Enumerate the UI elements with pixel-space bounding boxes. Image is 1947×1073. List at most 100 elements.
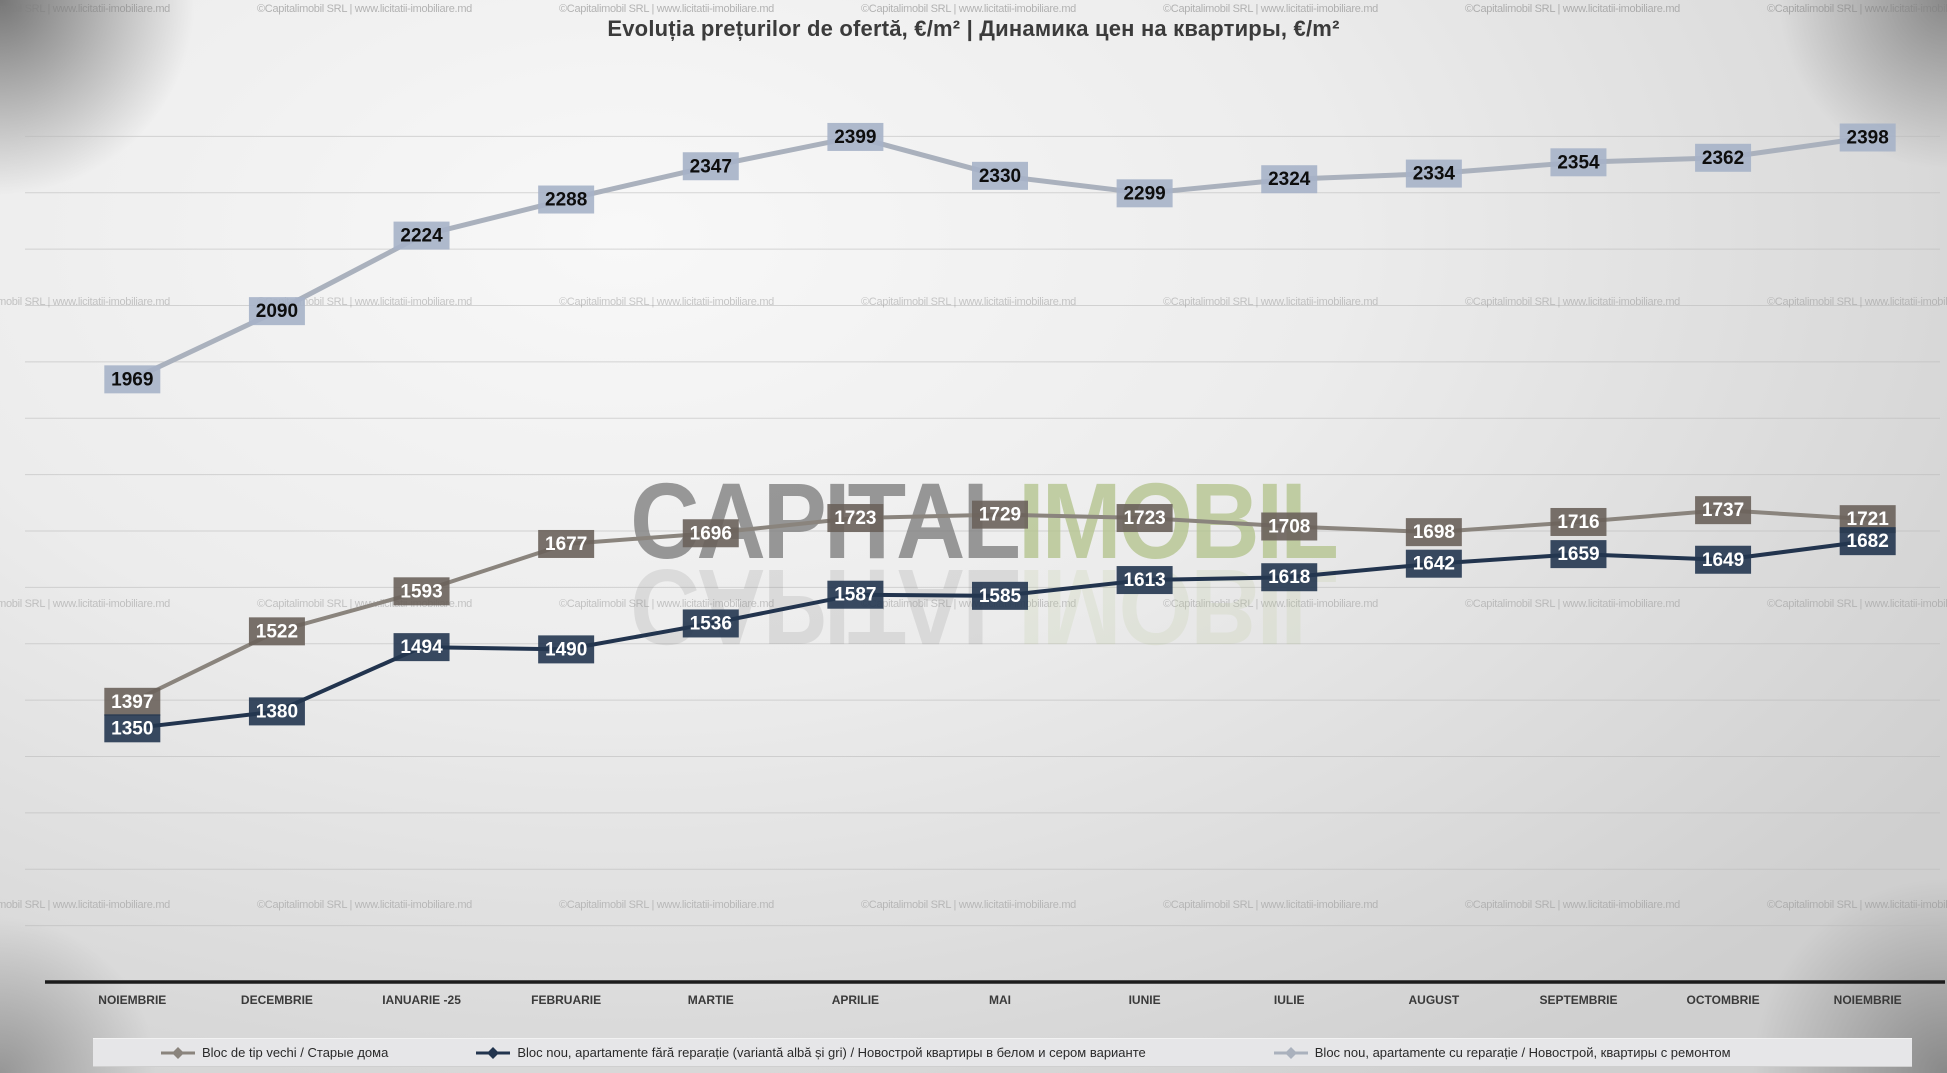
data-label-value: 1969 bbox=[111, 369, 153, 390]
data-label-value: 1587 bbox=[834, 585, 876, 606]
chart-legend: Bloc de tip vechi / Старые дома Bloc nou,… bbox=[93, 1038, 1912, 1067]
legend-item-label: Bloc nou, apartamente cu reparație / Нов… bbox=[1314, 1045, 1731, 1060]
data-label-box bbox=[104, 687, 161, 716]
brand-watermark: CAPITALIMOBIL bbox=[630, 547, 1337, 667]
data-label-value: 2090 bbox=[256, 301, 298, 322]
data-label-box bbox=[1116, 566, 1173, 595]
data-label-box bbox=[1261, 165, 1318, 194]
data-label-box bbox=[972, 500, 1028, 529]
copyright-watermark: ©Capitalimobil SRL | www.licitatii-imobi… bbox=[559, 598, 774, 610]
copyright-watermark: ©Capitalimobil SRL | www.licitatii-imobi… bbox=[861, 899, 1076, 911]
data-label-value: 1350 bbox=[111, 718, 153, 739]
copyright-watermark: ©Capitalimobil SRL | www.licitatii-imobi… bbox=[1465, 296, 1680, 308]
x-axis-label: SEPTEMBRIE bbox=[1539, 993, 1617, 1007]
data-label-box bbox=[1116, 179, 1173, 208]
data-label-box bbox=[104, 714, 161, 743]
legend-item-0: Bloc de tip vechi / Старые дома bbox=[161, 1045, 388, 1060]
chart-title: Evoluția prețurilor de ofertă, €/m² | Ди… bbox=[607, 16, 1340, 41]
copyright-watermark: ©Capitalimobil SRL | www.licitatii-imobi… bbox=[1767, 598, 1947, 610]
x-axis-label: IULIE bbox=[1274, 993, 1305, 1007]
x-axis-label: OCTOMBRIE bbox=[1687, 993, 1760, 1007]
copyright-watermark: ©Capitalimobil SRL | www.licitatii-imobi… bbox=[559, 3, 774, 15]
copyright-watermark: ©Capitalimobil SRL | www.licitatii-imobi… bbox=[1163, 296, 1378, 308]
x-axis-label: IANUARIE -25 bbox=[382, 993, 461, 1007]
data-label-value: 1708 bbox=[1268, 517, 1310, 538]
x-axis-label: DECEMBRIE bbox=[241, 993, 313, 1007]
data-label-box bbox=[1839, 527, 1896, 556]
data-label-box bbox=[682, 519, 739, 548]
legend-line-marker-icon bbox=[161, 1046, 195, 1059]
data-label-box bbox=[393, 221, 450, 250]
copyright-watermark: ©Capitalimobil SRL | www.licitatii-imobi… bbox=[1767, 3, 1947, 15]
copyright-watermark: ©Capitalimobil SRL | www.licitatii-imobi… bbox=[0, 296, 170, 308]
data-label-value: 2347 bbox=[690, 156, 732, 177]
x-axis-label: FEBRUARIE bbox=[531, 993, 601, 1007]
data-label-value: 1723 bbox=[834, 508, 876, 529]
data-label-box bbox=[538, 185, 595, 214]
copyright-watermark: ©Capitalimobil SRL | www.licitatii-imobi… bbox=[0, 899, 170, 911]
copyright-watermark: ©Capitalimobil SRL | www.licitatii-imobi… bbox=[1465, 899, 1680, 911]
data-label-box bbox=[827, 504, 884, 533]
legend-line-marker-icon bbox=[476, 1046, 511, 1059]
data-label-value: 1737 bbox=[1702, 500, 1744, 521]
data-label-value: 1494 bbox=[400, 637, 443, 658]
copyright-watermark: ©Capitalimobil SRL | www.licitatii-imobi… bbox=[257, 296, 472, 308]
data-label-box bbox=[1405, 549, 1462, 578]
copyright-watermark: ©Capitalimobil SRL | www.licitatii-imobi… bbox=[861, 296, 1076, 308]
data-label-value: 2399 bbox=[834, 127, 876, 148]
data-label-value: 2324 bbox=[1268, 169, 1311, 190]
copyright-watermark: ©Capitalimobil SRL | www.licitatii-imobi… bbox=[1465, 598, 1680, 610]
data-label-box bbox=[104, 365, 161, 394]
data-label-box bbox=[248, 297, 305, 326]
data-label-value: 1682 bbox=[1847, 531, 1889, 552]
x-axis-label: MAI bbox=[989, 993, 1011, 1007]
copyright-watermark: ©Capitalimobil SRL | www.licitatii-imobi… bbox=[1767, 899, 1947, 911]
data-label-value: 2398 bbox=[1847, 128, 1889, 149]
data-label-box bbox=[393, 633, 450, 662]
data-label-box bbox=[248, 617, 305, 646]
data-label-value: 1490 bbox=[545, 639, 587, 660]
x-axis-label: IUNIE bbox=[1129, 993, 1161, 1007]
data-label-value: 1677 bbox=[545, 534, 587, 555]
copyright-watermark: ©Capitalimobil SRL | www.licitatii-imobi… bbox=[0, 3, 170, 15]
copyright-watermark: ©Capitalimobil SRL | www.licitatii-imobi… bbox=[257, 3, 472, 15]
x-axis-label: NOIEMBRIE bbox=[98, 993, 166, 1007]
data-label-box bbox=[1839, 123, 1896, 152]
data-label-box bbox=[1405, 159, 1462, 188]
copyright-watermark: ©Capitalimobil SRL | www.licitatii-imobi… bbox=[1163, 598, 1378, 610]
data-label-value: 1649 bbox=[1702, 550, 1744, 571]
data-label-value: 1536 bbox=[690, 613, 732, 634]
legend-line-marker-icon bbox=[1273, 1046, 1308, 1059]
data-label-box bbox=[1550, 148, 1607, 177]
data-label-value: 2224 bbox=[400, 226, 443, 247]
data-label-value: 1380 bbox=[256, 701, 298, 722]
data-label-value: 1723 bbox=[1123, 508, 1165, 529]
data-label-value: 1721 bbox=[1847, 509, 1890, 530]
data-label-value: 1613 bbox=[1123, 570, 1165, 591]
data-label-box bbox=[1550, 540, 1607, 569]
data-label-box bbox=[1261, 512, 1318, 541]
data-label-value: 1397 bbox=[111, 692, 153, 713]
data-label-value: 1585 bbox=[979, 586, 1022, 607]
data-label-value: 2334 bbox=[1413, 164, 1456, 185]
copyright-watermark: ©Capitalimobil SRL | www.licitatii-imobi… bbox=[1465, 3, 1680, 15]
data-label-box bbox=[1695, 496, 1752, 525]
data-label-value: 2288 bbox=[545, 190, 587, 211]
data-label-box bbox=[393, 577, 450, 606]
x-axis-label: MARTIE bbox=[688, 993, 734, 1007]
data-label-box bbox=[972, 161, 1028, 190]
copyright-watermark: ©Capitalimobil SRL | www.licitatii-imobi… bbox=[559, 899, 774, 911]
copyright-watermark: ©Capitalimobil SRL | www.licitatii-imobi… bbox=[257, 899, 472, 911]
data-label-value: 1642 bbox=[1413, 554, 1455, 575]
data-label-box bbox=[1695, 545, 1752, 574]
data-label-box bbox=[248, 697, 305, 726]
copyright-watermark: ©Capitalimobil SRL | www.licitatii-imobi… bbox=[1163, 899, 1378, 911]
legend-item-label: Bloc de tip vechi / Старые дома bbox=[202, 1045, 389, 1060]
data-label-value: 2330 bbox=[979, 166, 1021, 187]
data-label-value: 1716 bbox=[1557, 512, 1599, 533]
x-axis-label: AUGUST bbox=[1409, 993, 1460, 1007]
copyright-watermark: ©Capitalimobil SRL | www.licitatii-imobi… bbox=[861, 3, 1076, 15]
legend-item-1: Bloc nou, apartamente fără reparație (va… bbox=[476, 1045, 1146, 1060]
